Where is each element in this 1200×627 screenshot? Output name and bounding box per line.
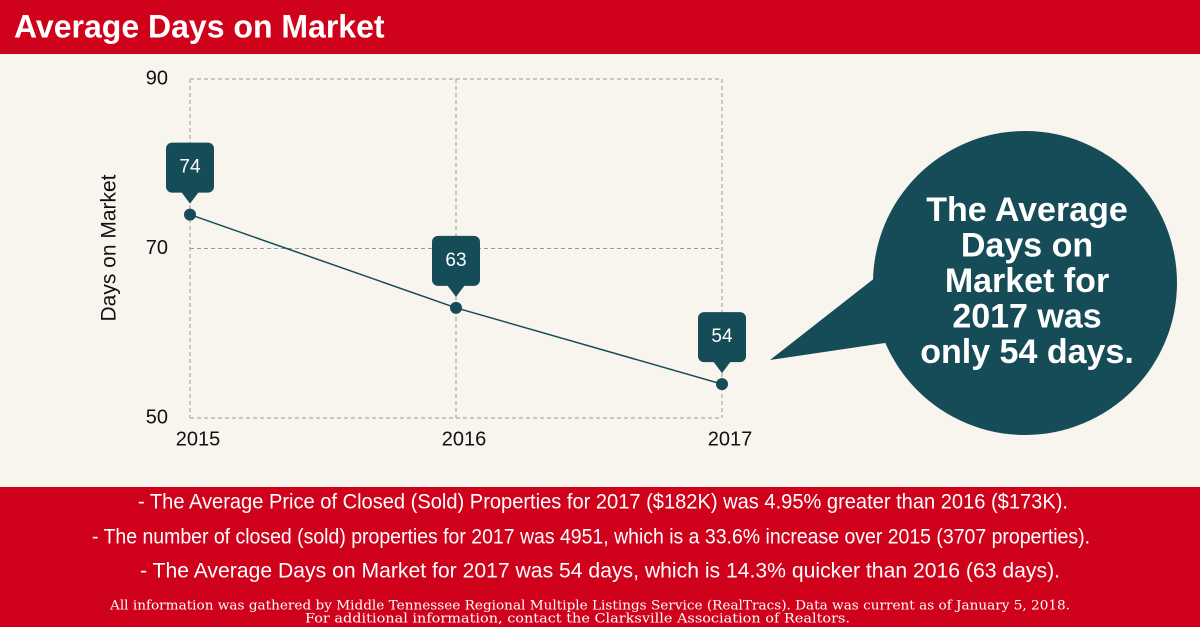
value-label-pointer (447, 284, 465, 297)
x-tick-label: 2015 (176, 428, 221, 450)
data-point (716, 378, 728, 391)
value-label: 54 (711, 326, 733, 347)
callout-text: Market for (945, 262, 1109, 300)
footnote-line: For additional information, contact the … (305, 612, 850, 627)
value-label-pointer (713, 361, 731, 374)
value-label: 74 (179, 157, 201, 178)
callout-text: 2017 was (952, 297, 1101, 335)
value-label-box (432, 235, 480, 286)
y-tick-label: 70 (146, 237, 168, 259)
footnote-line: All information was gathered by Middle T… (109, 599, 1070, 614)
callout-tail (770, 270, 905, 360)
note-line: - The Average Price of Closed (Sold) Pro… (138, 491, 1068, 514)
value-label-box (698, 312, 746, 363)
value-label: 63 (445, 250, 466, 271)
data-point (184, 208, 196, 221)
y-tick-label: 90 (146, 67, 168, 89)
title-banner (0, 0, 1200, 54)
callout-text: Days on (961, 226, 1093, 264)
callout-bubble (873, 131, 1177, 435)
y-tick-label: 50 (146, 406, 168, 428)
y-axis-label: Days on Market (98, 174, 121, 321)
chart-title: Average Days on Market (14, 8, 385, 44)
value-label-box (166, 142, 214, 193)
note-line: - The Average Days on Market for 2017 wa… (140, 560, 1060, 583)
x-tick-label: 2017 (708, 428, 753, 450)
x-tick-label: 2016 (442, 428, 487, 450)
callout-text: The Average (926, 191, 1128, 229)
note-line: - The number of closed (sold) properties… (92, 526, 1090, 549)
data-point (450, 301, 462, 314)
value-label-pointer (181, 191, 199, 204)
notes-banner (0, 487, 1200, 627)
callout-text: only 54 days. (920, 333, 1134, 371)
